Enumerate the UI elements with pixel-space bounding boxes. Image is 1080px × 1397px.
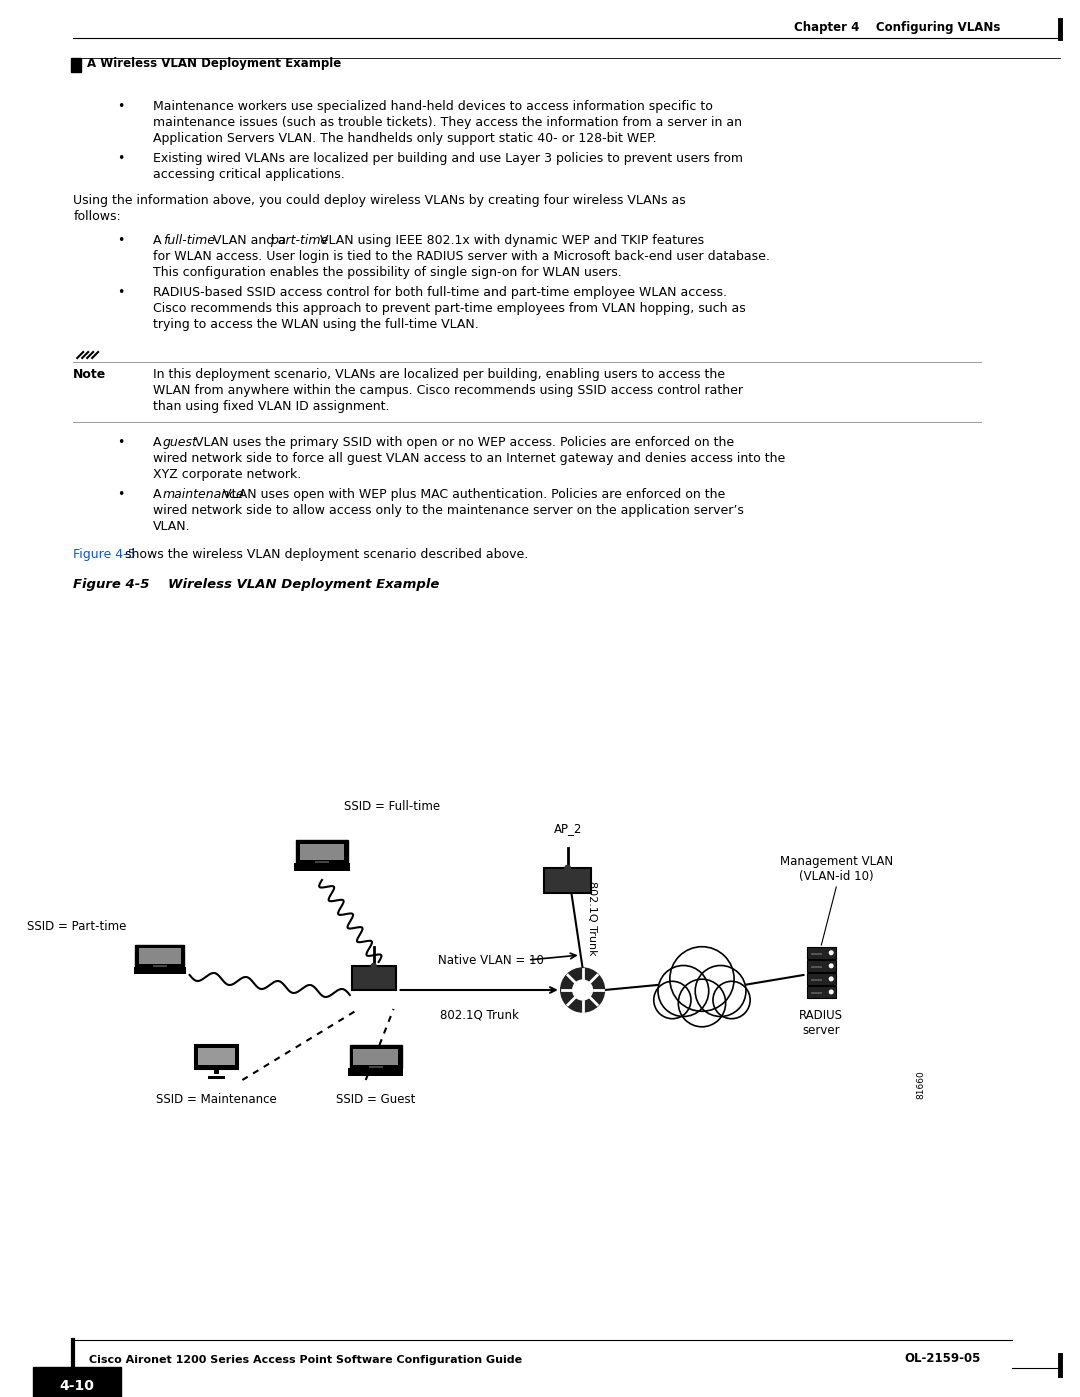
Bar (353, 1049, 399, 1065)
Text: A: A (153, 436, 165, 448)
Circle shape (572, 981, 593, 1000)
Circle shape (829, 951, 833, 954)
Text: Management
VLAN: Management VLAN (661, 982, 743, 1004)
Text: Cisco recommends this approach to prevent part-time employees from VLAN hopping,: Cisco recommends this approach to preven… (153, 302, 745, 314)
Bar (811, 992, 822, 995)
Bar (71, 59, 81, 73)
Circle shape (653, 981, 691, 1018)
Text: •: • (118, 235, 125, 247)
Bar (208, 1076, 225, 1078)
Bar (198, 1048, 235, 1066)
Text: A: A (153, 488, 165, 502)
Bar (352, 965, 395, 990)
Bar (811, 967, 822, 968)
Text: VLAN.: VLAN. (153, 520, 190, 534)
Text: This configuration enables the possibility of single sign-on for WLAN users.: This configuration enables the possibili… (153, 265, 622, 279)
Bar (544, 868, 591, 893)
Text: •: • (118, 101, 125, 113)
Bar (348, 1069, 404, 1076)
Text: XYZ corporate network.: XYZ corporate network. (153, 468, 301, 481)
Circle shape (713, 981, 751, 1018)
Text: for WLAN access. User login is tied to the RADIUS server with a Microsoft back-e: for WLAN access. User login is tied to t… (153, 250, 770, 263)
Text: VLAN uses open with WEP plus MAC authentication. Policies are enforced on the: VLAN uses open with WEP plus MAC authent… (219, 488, 726, 502)
Circle shape (829, 990, 833, 993)
Text: WLAN from anywhere within the campus. Cisco recommends using SSID access control: WLAN from anywhere within the campus. Ci… (153, 384, 743, 397)
Bar (138, 949, 181, 964)
Text: SSID = Guest: SSID = Guest (336, 1092, 416, 1106)
Text: Existing wired VLANs are localized per building and use Layer 3 policies to prev: Existing wired VLANs are localized per b… (153, 152, 743, 165)
Text: Application Servers VLAN. The handhelds only support static 40- or 128-bit WEP.: Application Servers VLAN. The handhelds … (153, 131, 657, 145)
Text: •: • (118, 436, 125, 448)
Bar (807, 986, 836, 997)
Bar (134, 967, 186, 974)
Bar (811, 979, 822, 981)
Bar (807, 960, 836, 971)
Text: follows:: follows: (73, 210, 121, 224)
Text: Figure 4-5    Wireless VLAN Deployment Example: Figure 4-5 Wireless VLAN Deployment Exam… (73, 578, 440, 591)
Circle shape (678, 979, 726, 1027)
Circle shape (565, 865, 570, 870)
Text: SSID = Full-time: SSID = Full-time (343, 800, 440, 813)
Text: wired network side to force all guest VLAN access to an Internet gateway and den: wired network side to force all guest VL… (153, 453, 785, 465)
Text: guest: guest (163, 436, 198, 448)
Text: A: A (153, 235, 165, 247)
Bar (135, 944, 185, 967)
Bar (299, 844, 345, 859)
Circle shape (670, 947, 734, 1011)
Text: RADIUS-based SSID access control for both full-time and part-time employee WLAN : RADIUS-based SSID access control for bot… (153, 286, 727, 299)
Bar (368, 1066, 382, 1069)
Text: full-time: full-time (163, 235, 215, 247)
Text: 802.1Q Trunk: 802.1Q Trunk (440, 1009, 518, 1021)
Bar (296, 840, 348, 863)
Text: Using the information above, you could deploy wireless VLANs by creating four wi: Using the information above, you could d… (73, 194, 686, 207)
Circle shape (696, 965, 746, 1017)
Text: VLAN using IEEE 802.1x with dynamic WEP and TKIP features: VLAN using IEEE 802.1x with dynamic WEP … (316, 235, 704, 247)
Text: Maintenance workers use specialized hand-held devices to access information spec: Maintenance workers use specialized hand… (153, 101, 713, 113)
Text: Cisco Aironet 1200 Series Access Point Software Configuration Guide: Cisco Aironet 1200 Series Access Point S… (90, 1355, 523, 1365)
Bar (194, 1045, 239, 1069)
Text: trying to access the WLAN using the full-time VLAN.: trying to access the WLAN using the full… (153, 319, 478, 331)
Bar (811, 953, 822, 956)
Bar (294, 863, 350, 870)
Text: •: • (118, 488, 125, 502)
Text: Management VLAN
(VLAN-id 10): Management VLAN (VLAN-id 10) (780, 855, 893, 883)
Text: VLAN uses the primary SSID with open or no WEP access. Policies are enforced on : VLAN uses the primary SSID with open or … (191, 436, 733, 448)
Text: SSID = Maintenance: SSID = Maintenance (157, 1092, 276, 1106)
Text: part-time: part-time (270, 235, 328, 247)
Text: RADIUS
server: RADIUS server (799, 1009, 843, 1037)
Bar (153, 964, 166, 967)
Bar (807, 947, 836, 958)
Text: Figure 4-5: Figure 4-5 (73, 548, 136, 562)
Text: accessing critical applications.: accessing critical applications. (153, 168, 345, 182)
Text: VLAN and a: VLAN and a (208, 235, 289, 247)
Text: than using fixed VLAN ID assignment.: than using fixed VLAN ID assignment. (153, 400, 389, 414)
Text: 802.1Q Trunk: 802.1Q Trunk (588, 880, 597, 956)
Text: In this deployment scenario, VLANs are localized per building, enabling users to: In this deployment scenario, VLANs are l… (153, 367, 725, 381)
Text: AP_2: AP_2 (553, 821, 582, 835)
Text: A Wireless VLAN Deployment Example: A Wireless VLAN Deployment Example (87, 57, 341, 70)
Circle shape (658, 965, 708, 1017)
Text: •: • (118, 286, 125, 299)
Circle shape (829, 977, 833, 981)
Text: Chapter 4    Configuring VLANs: Chapter 4 Configuring VLANs (794, 21, 1000, 35)
Bar (807, 974, 836, 985)
Text: maintenance issues (such as trouble tickets). They access the information from a: maintenance issues (such as trouble tick… (153, 116, 742, 129)
Text: •: • (118, 152, 125, 165)
Bar (214, 1069, 219, 1074)
Text: maintenance: maintenance (163, 488, 244, 502)
Circle shape (829, 964, 833, 968)
Text: 81660: 81660 (916, 1070, 926, 1099)
Text: wired network side to allow access only to the maintenance server on the applica: wired network side to allow access only … (153, 504, 744, 517)
Text: OL-2159-05: OL-2159-05 (904, 1351, 981, 1365)
Text: 4-10: 4-10 (59, 1379, 95, 1393)
Bar (314, 861, 329, 863)
Text: Note: Note (73, 367, 107, 381)
Circle shape (372, 964, 376, 968)
Text: shows the wireless VLAN deployment scenario described above.: shows the wireless VLAN deployment scena… (121, 548, 528, 562)
Text: Native VLAN = 10: Native VLAN = 10 (438, 954, 544, 967)
Bar (350, 1045, 402, 1069)
Circle shape (561, 968, 605, 1011)
Text: SSID = Part-time: SSID = Part-time (27, 921, 126, 933)
Bar (33, 1368, 121, 1397)
